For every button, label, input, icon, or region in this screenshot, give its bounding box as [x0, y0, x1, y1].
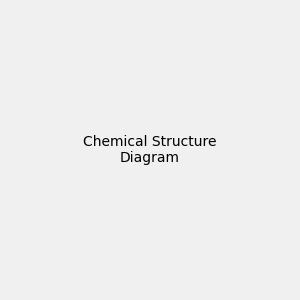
Text: Chemical Structure
Diagram: Chemical Structure Diagram: [83, 135, 217, 165]
